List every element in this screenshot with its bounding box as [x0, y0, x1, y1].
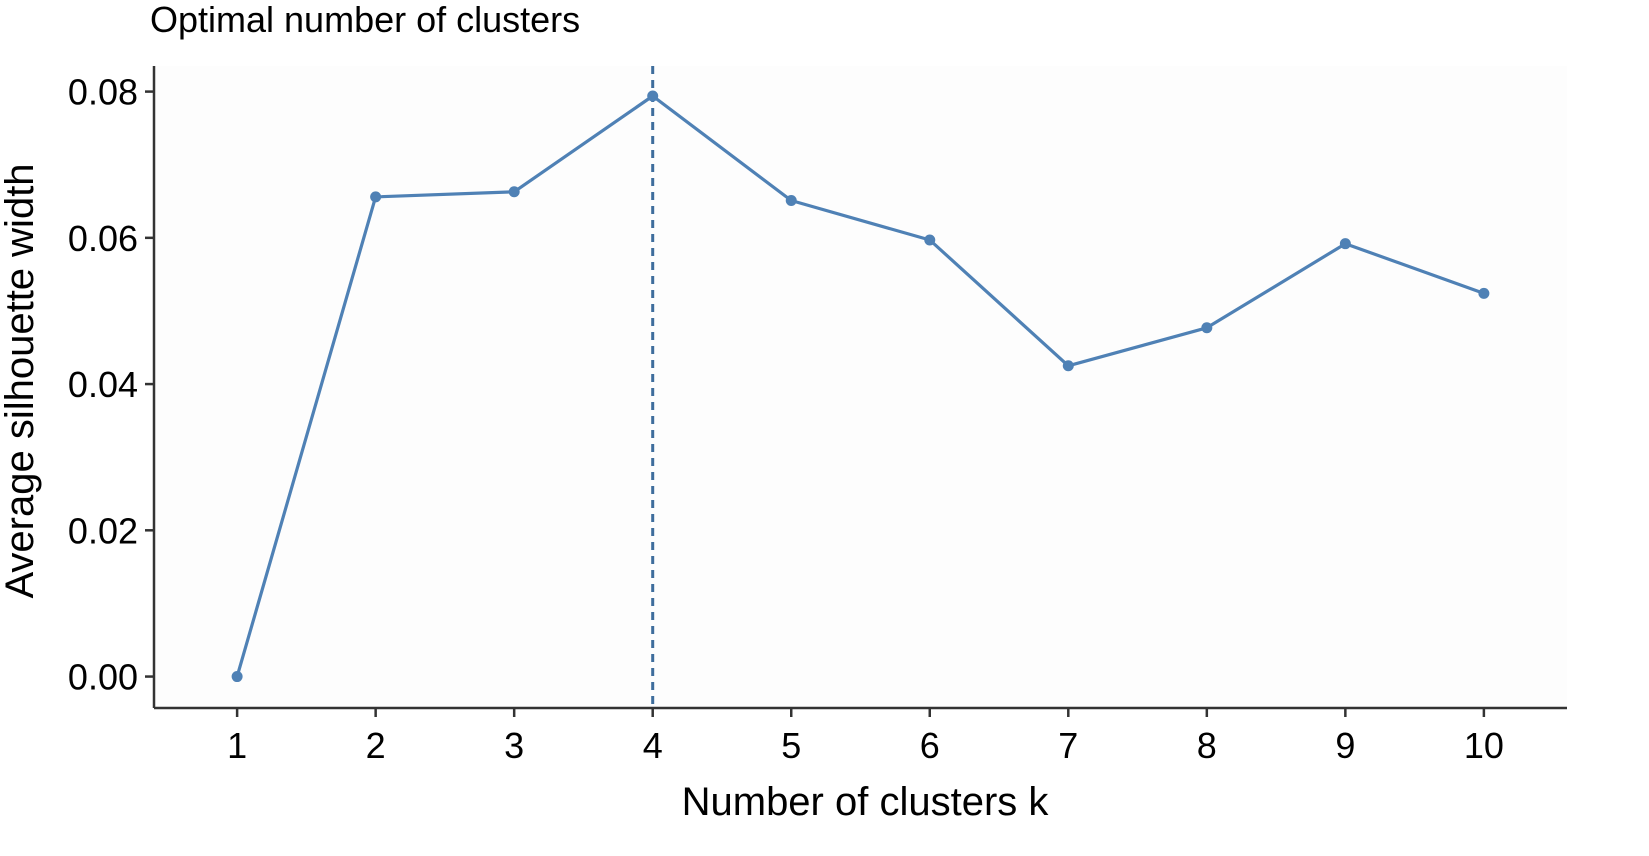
x-tick-label: 7	[1058, 725, 1078, 766]
plot-panel	[154, 66, 1567, 708]
y-tick-label: 0.00	[68, 657, 138, 698]
y-tick-label: 0.06	[68, 218, 138, 259]
data-point-k2	[370, 191, 382, 203]
data-point-k6	[924, 234, 936, 246]
data-point-k5	[785, 195, 797, 207]
y-axis-ticks: 0.00 0.02 0.04 0.06 0.08	[68, 72, 154, 698]
x-axis-title: Number of clusters k	[682, 780, 1050, 824]
series-line	[235, 94, 1485, 678]
data-point-k8	[1201, 322, 1213, 334]
y-tick-label: 0.08	[68, 72, 138, 113]
x-tick-label: 8	[1197, 725, 1217, 766]
x-tick-label: 1	[227, 725, 247, 766]
data-point-k9	[1339, 238, 1351, 250]
data-point-k1	[231, 671, 243, 683]
y-tick-label: 0.04	[68, 364, 138, 405]
x-tick-label: 2	[366, 725, 386, 766]
y-axis-title: Average silhouette width	[0, 163, 42, 598]
y-tick-label: 0.02	[68, 510, 138, 551]
data-point-k7	[1062, 360, 1074, 372]
data-point-k10	[1478, 287, 1490, 299]
data-point-k3	[508, 186, 520, 198]
x-tick-label: 5	[781, 725, 801, 766]
chart-title: Optimal number of clusters	[150, 0, 580, 40]
x-tick-label: 6	[920, 725, 940, 766]
x-tick-label: 9	[1335, 725, 1355, 766]
data-point-k4	[647, 90, 659, 102]
x-tick-label: 3	[504, 725, 524, 766]
x-tick-label: 10	[1464, 725, 1504, 766]
x-tick-label: 4	[643, 725, 663, 766]
data-points	[231, 90, 1490, 683]
x-axis-ticks: 1 2 3 4 5 6 7 8 9 10	[227, 708, 1504, 766]
